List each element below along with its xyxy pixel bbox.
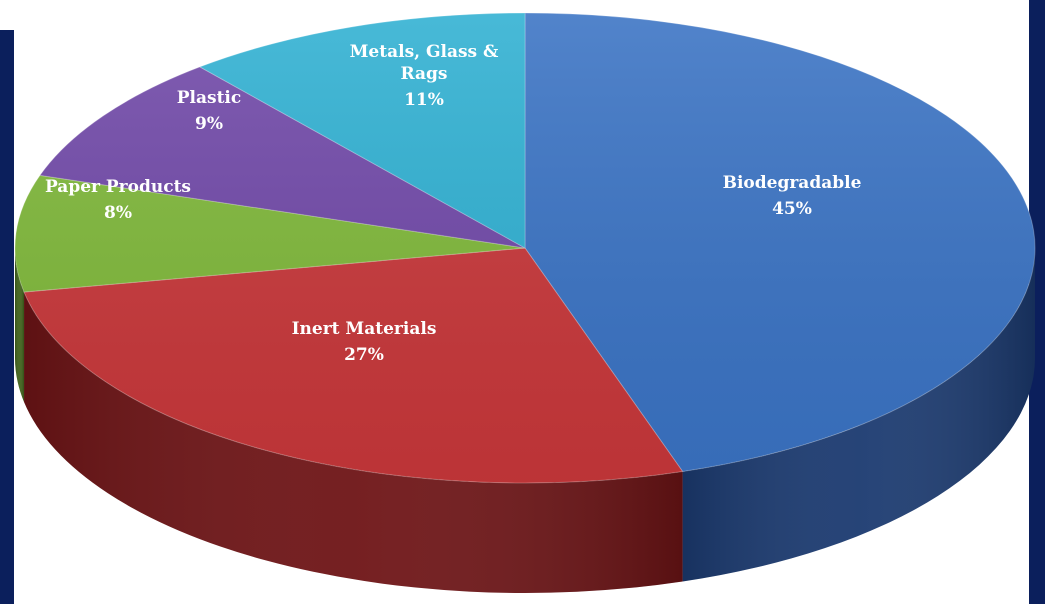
slice-value-label: 27% — [344, 345, 384, 365]
pie-side-shade — [15, 248, 25, 403]
slice-name-label: Metals, Glass & — [350, 42, 499, 62]
left-frame-bar — [0, 30, 14, 604]
slice-value-label: 9% — [195, 114, 223, 134]
slice-name-label: Rags — [401, 64, 448, 84]
slice-name-label: Plastic — [177, 88, 242, 108]
pie-side-shade — [682, 248, 1035, 582]
slice-name-label: Biodegradable — [723, 173, 862, 193]
pie-sides — [15, 248, 1035, 594]
pie-tops — [14, 12, 1036, 484]
slice-value-label: 8% — [104, 203, 132, 223]
right-frame-bar — [1029, 0, 1045, 604]
pie-labels: Biodegradable 45% Inert Materials 27% Paper … — [45, 42, 862, 365]
slice-value-label: 11% — [404, 90, 444, 110]
pie-top-sheen — [15, 13, 1035, 483]
slice-name-label: Paper Products — [45, 177, 191, 197]
pie-side-shade — [24, 292, 683, 594]
slice-value-label: 45% — [772, 199, 812, 219]
slice-name-label: Inert Materials — [292, 319, 437, 339]
